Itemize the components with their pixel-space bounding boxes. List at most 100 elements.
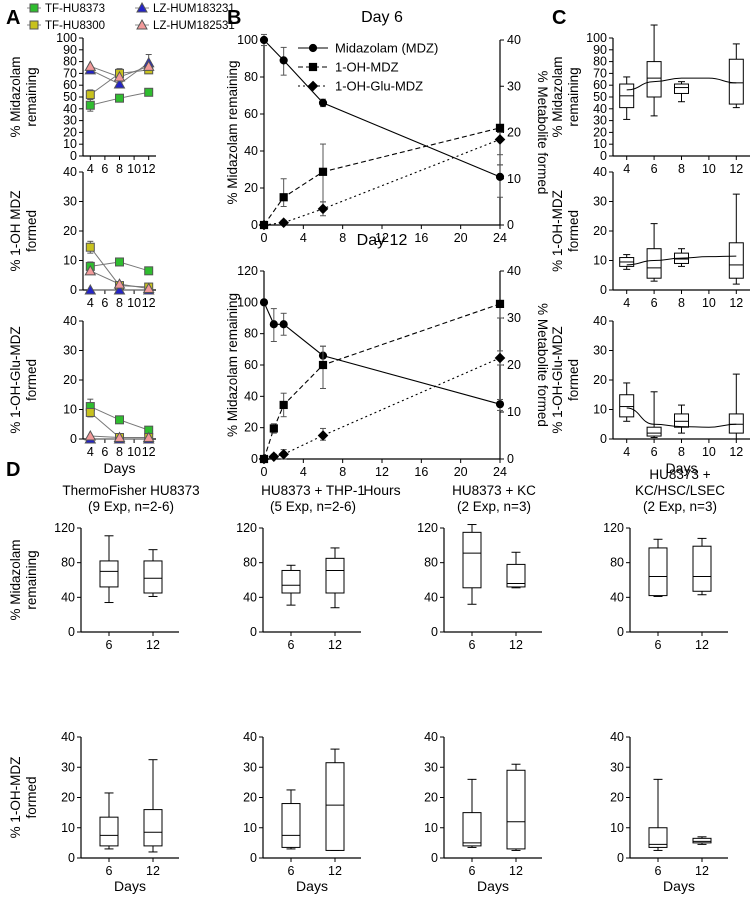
y-tick-label: 10 [63, 137, 77, 151]
data-point [495, 172, 505, 181]
y-tick-label: 30 [243, 760, 257, 774]
data-point [85, 407, 95, 417]
x-tick-label: 6 [655, 638, 662, 652]
y-axis-label-line: % 1-OH-MDZ [8, 757, 23, 839]
data-point [85, 100, 95, 110]
y-tick-label: 0 [70, 432, 77, 446]
data-point [269, 424, 278, 433]
x-tick-label: 10 [127, 162, 141, 176]
y-axis-label: % 1-OH MDZformed [8, 191, 39, 272]
box-plot-box [99, 816, 119, 847]
y-tick-label: 10 [61, 821, 75, 835]
y2-axis-label: % Metabolite formed [535, 71, 550, 195]
y-tick-label: 0 [431, 851, 438, 865]
x-tick-label: 6 [101, 445, 108, 459]
y-tick-label: 40 [63, 165, 77, 179]
x-tick-label: 6 [101, 162, 108, 176]
data-point [113, 70, 126, 82]
y-tick-label: 20 [63, 373, 77, 387]
y-tick-label: 50 [593, 90, 607, 104]
x-axis-label: Days [663, 878, 695, 894]
box-plot-box [143, 560, 163, 594]
box-plot-box [646, 61, 662, 98]
data-point [113, 278, 126, 289]
y-axis-label: % Midazolam remaining [225, 293, 240, 437]
x-tick-label: 12 [142, 162, 156, 176]
box-plot-box [506, 563, 526, 588]
trend-curve [626, 77, 737, 91]
data-point [495, 299, 505, 308]
data-point [278, 448, 289, 460]
y-tick-label: 30 [63, 195, 77, 209]
y-tick-label: 120 [236, 521, 257, 535]
y-tick-label: 80 [610, 556, 624, 570]
series-line [263, 303, 501, 460]
x-tick-label: 16 [414, 465, 428, 479]
y-tick-label: 40 [593, 314, 607, 328]
x-tick-label: 4 [623, 162, 630, 176]
y-tick-label: 30 [593, 195, 607, 209]
x-tick-label: 10 [127, 445, 141, 459]
y-tick-label: 120 [54, 521, 75, 535]
box-plot-box [143, 809, 163, 847]
y-tick-label: 40 [610, 730, 624, 744]
x-tick-label: 8 [339, 465, 346, 479]
data-point [279, 193, 288, 202]
y-axis-label: % Midazolamremaining [8, 56, 39, 137]
y-tick-label: 20 [593, 125, 607, 139]
data-point [318, 360, 328, 370]
data-point [494, 352, 506, 364]
chart-d3: 0 40 80 120 6 12 HU8373 + KC(2 Exp, n=3) [417, 483, 542, 652]
x-tick-label: 6 [288, 864, 295, 878]
trend-curve [626, 255, 737, 266]
y-tick-label: 40 [61, 730, 75, 744]
y-tick-label: 70 [593, 66, 607, 80]
data-point [115, 257, 124, 267]
x-tick-label: 10 [127, 296, 141, 310]
y-axis-label-line: remaining [24, 67, 39, 126]
data-point [259, 298, 269, 307]
data-point [142, 60, 155, 71]
x-tick-label: 16 [414, 231, 428, 245]
data-point [318, 98, 328, 108]
y-axis-label-line: % Midazolam [550, 56, 565, 137]
box-plot-box [619, 394, 635, 418]
y-tick-label: 30 [593, 114, 607, 128]
legend-marker [136, 1, 148, 13]
y-tick-label: 40 [243, 590, 257, 604]
data-point [317, 430, 329, 441]
y-tick-label: 40 [593, 102, 607, 116]
y-tick-label: 20 [244, 421, 258, 435]
x-tick-label: 6 [101, 296, 108, 310]
y-tick-label: 0 [251, 452, 258, 466]
box-plot-box [728, 242, 744, 279]
x-tick-label: 12 [695, 638, 709, 652]
y-tick-label: 20 [424, 791, 438, 805]
y-axis-label: % 1-OH-MDZformed [550, 190, 581, 272]
x-tick-label: 8 [116, 445, 123, 459]
data-point [85, 242, 95, 252]
chart-title-line: (2 Exp, n=3) [457, 499, 531, 514]
y-axis-label-line: formed [566, 210, 581, 252]
y-axis-label: % 1-OH-Glu-MDZformed [8, 326, 39, 433]
x-axis-label: Days [104, 460, 136, 476]
data-point [142, 431, 155, 443]
y-tick-label: 0 [600, 432, 607, 446]
y-tick-label: 40 [244, 144, 258, 158]
y-tick-label: 20 [63, 224, 77, 238]
y-axis-label: % Midazolamremaining [8, 539, 39, 620]
legend-label: TF-HU8373 [45, 3, 105, 15]
data-point [113, 431, 126, 443]
y2-tick-label: 30 [507, 79, 521, 93]
y-tick-label: 100 [237, 33, 258, 47]
y-tick-label: 60 [63, 78, 77, 92]
box-plot-box [281, 569, 301, 594]
y-axis-label-line: % 1-OH-Glu-MDZ [550, 326, 565, 433]
x-tick-label: 12 [375, 231, 389, 245]
y-axis-label-line: % 1-OH MDZ [8, 191, 23, 272]
legend-label: 1-OH-MDZ [335, 60, 399, 75]
x-tick-label: 24 [493, 465, 507, 479]
